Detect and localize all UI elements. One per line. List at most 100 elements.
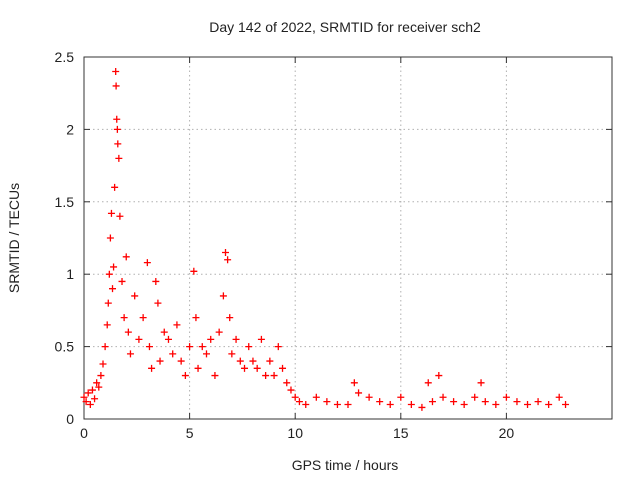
data-point <box>124 328 132 336</box>
data-point <box>88 386 96 394</box>
data-point <box>113 125 121 133</box>
data-point <box>211 372 219 380</box>
data-point <box>135 335 143 343</box>
data-point <box>177 357 185 365</box>
data-point <box>143 259 151 267</box>
data-point <box>198 343 206 351</box>
data-point <box>407 401 415 409</box>
data-point <box>424 379 432 387</box>
x-axis-label: GPS time / hours <box>292 457 399 473</box>
data-point <box>112 67 120 75</box>
data-point <box>113 115 121 123</box>
data-point <box>173 321 181 329</box>
data-point <box>291 393 299 401</box>
data-point <box>502 393 510 401</box>
data-point <box>84 389 92 397</box>
data-point <box>169 350 177 358</box>
data-point <box>118 277 126 285</box>
data-point <box>192 314 200 322</box>
x-tick-label: 15 <box>393 425 409 441</box>
data-point <box>82 398 90 406</box>
data-point <box>97 372 105 380</box>
data-point <box>112 82 120 90</box>
data-point <box>513 398 521 406</box>
grid <box>84 57 612 419</box>
y-tick-label: 0.5 <box>55 339 75 355</box>
data-point <box>111 183 119 191</box>
data-point <box>152 277 160 285</box>
data-point <box>164 335 172 343</box>
data-point <box>219 292 227 300</box>
data-point <box>376 398 384 406</box>
data-point <box>562 401 570 409</box>
y-tick-label: 1.5 <box>55 194 75 210</box>
data-point <box>139 314 147 322</box>
data-point <box>262 372 270 380</box>
data-point <box>131 292 139 300</box>
data-point <box>86 401 94 409</box>
data-point <box>241 364 249 372</box>
data-point <box>116 212 124 220</box>
data-point <box>156 357 164 365</box>
data-point <box>492 401 500 409</box>
data-point <box>80 393 88 401</box>
data-point <box>460 401 468 409</box>
data-point <box>386 401 394 409</box>
data-point <box>253 364 261 372</box>
data-point <box>439 393 447 401</box>
data-point <box>186 343 194 351</box>
data-point <box>110 263 118 271</box>
data-point <box>91 395 99 403</box>
x-tick-label: 0 <box>80 425 88 441</box>
data-point <box>109 285 117 293</box>
data-point <box>312 393 320 401</box>
data-point <box>555 393 563 401</box>
data-point <box>249 357 257 365</box>
data-point <box>481 398 489 406</box>
data-point <box>202 350 210 358</box>
data-point <box>236 357 244 365</box>
data-point <box>287 386 295 394</box>
data-point <box>365 393 373 401</box>
data-point <box>450 398 458 406</box>
data-point <box>397 393 405 401</box>
data-point <box>126 350 134 358</box>
data-point <box>333 401 341 409</box>
data-point <box>355 389 363 397</box>
data-point <box>534 398 542 406</box>
data-point <box>103 321 111 329</box>
x-tick-label: 10 <box>287 425 303 441</box>
data-point <box>115 154 123 162</box>
data-point <box>245 343 253 351</box>
data-point <box>232 335 240 343</box>
data-point <box>224 256 232 264</box>
data-point <box>279 364 287 372</box>
y-axis-label: SRMTID / TECUs <box>6 183 22 293</box>
data-point <box>545 401 553 409</box>
data-point <box>148 364 156 372</box>
data-point <box>120 314 128 322</box>
x-tick-label: 20 <box>499 425 515 441</box>
y-tick-label: 2 <box>66 121 74 137</box>
data-point <box>154 299 162 307</box>
data-point <box>226 314 234 322</box>
data-point <box>101 343 109 351</box>
data-point <box>95 383 103 391</box>
data-point <box>114 140 122 148</box>
data-point <box>270 372 278 380</box>
data-point <box>107 209 115 217</box>
chart-title: Day 142 of 2022, SRMTID for receiver sch… <box>209 19 481 35</box>
data-point <box>105 270 113 278</box>
x-tick-label: 5 <box>186 425 194 441</box>
axis-ticks: 0 5 10 15 20 0 0.5 1 1.5 2 2.5 <box>55 49 612 441</box>
data-point <box>323 398 331 406</box>
data-point <box>93 379 101 387</box>
data-point <box>228 350 236 358</box>
data-point <box>524 401 532 409</box>
data-point <box>215 328 223 336</box>
y-tick-label: 0 <box>66 411 74 427</box>
data-point <box>471 393 479 401</box>
data-points <box>80 67 570 411</box>
data-point <box>344 401 352 409</box>
